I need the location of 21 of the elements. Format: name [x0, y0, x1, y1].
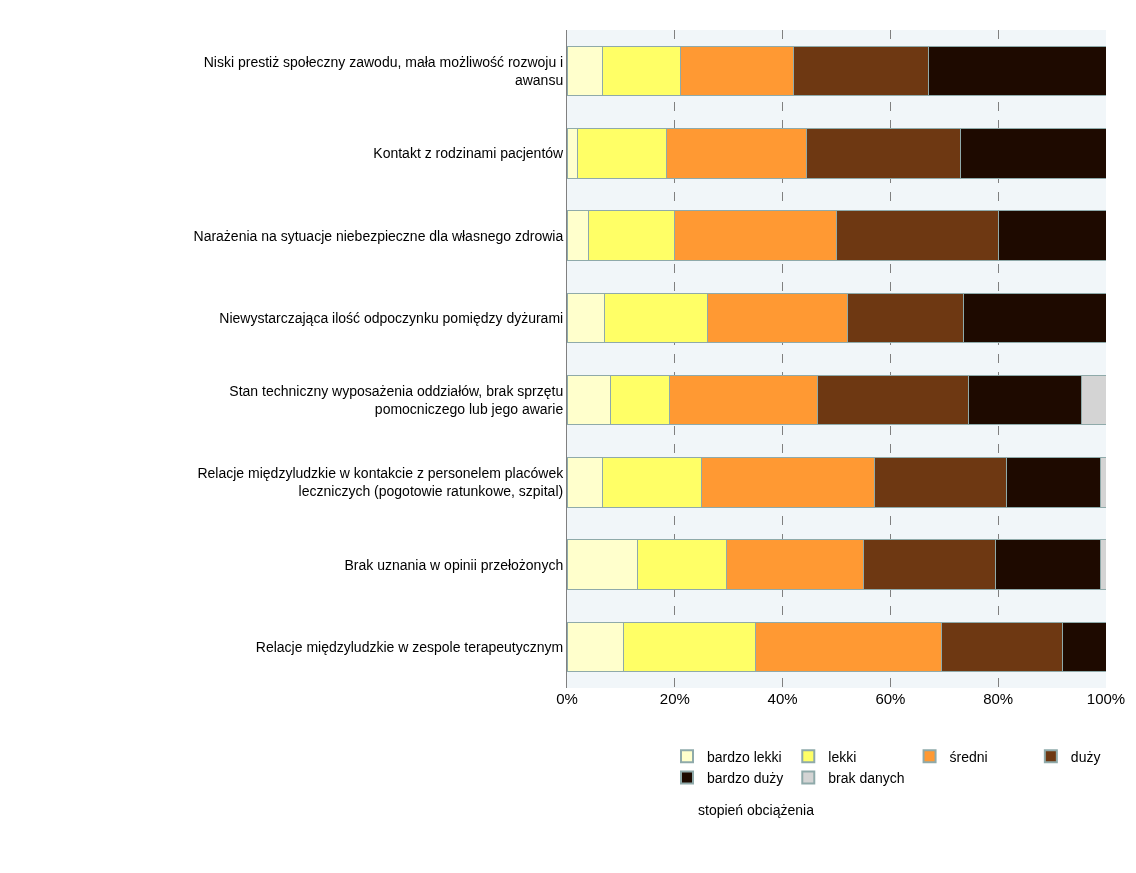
y-tick-label: Niski prestiż społeczny zawodu, mała możliwość rozwoju i awansu	[203, 53, 564, 89]
y-tick-label: Brak uznania w opinii przełożonych	[344, 556, 564, 573]
legend-label: duży	[1070, 748, 1101, 765]
y-tick-label: Narażenia na sytuacje niebezpieczne dla własnego zdrowia	[193, 227, 564, 244]
legend-label: średni	[949, 748, 988, 765]
x-tick-label: 80%	[983, 690, 1014, 707]
y-tick-label: Relacje międzyludzkie w kontakcie z personelem placówek leczniczych (pogotowie ratunkowe, szpital)	[197, 465, 565, 500]
y-tick-label: Stan techniczny wyposażenia oddziałów, brak sprzętu pomocniczego lub jego awarie	[229, 382, 564, 418]
legend-label: bardzo lekki	[707, 748, 782, 765]
y-tick-label: Niewystarczająca ilość odpoczynku pomiędzy dyżurami	[219, 309, 564, 326]
x-tick-label: 0%	[556, 690, 578, 707]
legend-label: bardzo duży	[707, 769, 784, 786]
legend-label: brak danych	[828, 769, 905, 786]
x-tick-label: 100%	[1086, 690, 1126, 707]
x-tick-label: 60%	[875, 690, 906, 707]
x-tick-label: 20%	[659, 690, 690, 707]
y-tick-label: Kontakt z rodzinami pacjentów	[373, 145, 565, 162]
legend-label: lekki	[828, 748, 857, 765]
y-tick-label: Relacje międzyludzkie w zespole terapeutycznym	[255, 638, 564, 655]
x-tick-label: 40%	[767, 690, 798, 707]
legend-title: stopień obciążenia	[698, 802, 815, 818]
